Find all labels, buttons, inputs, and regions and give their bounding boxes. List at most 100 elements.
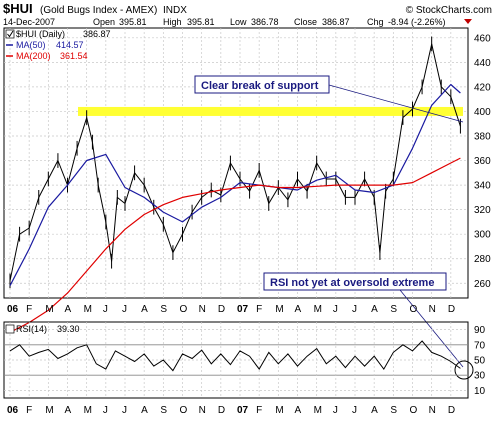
high-value: 395.81 bbox=[187, 17, 215, 27]
close-label: Close bbox=[294, 17, 317, 27]
price-legend: $HUI (Daily) 386.87 MA(50) 414.57 MA(200… bbox=[5, 29, 111, 61]
month-tick-label: J bbox=[122, 405, 127, 416]
price-y-ticks: 260 280 300 320 340 360 380 400 420 440 460 bbox=[474, 33, 491, 289]
price-grid bbox=[4, 28, 468, 298]
month-tick-label: 06 bbox=[7, 405, 19, 416]
month-tick-label: M bbox=[84, 405, 92, 416]
price-y-tick-label: 400 bbox=[474, 107, 491, 118]
series-line-2 bbox=[9, 157, 461, 333]
month-tick-label: A bbox=[371, 405, 378, 416]
rsi-line bbox=[9, 340, 461, 372]
rsi-checkbox-icon bbox=[5, 324, 15, 334]
chg-label: Chg bbox=[367, 17, 384, 27]
rsi-annotation: RSI not yet at oversold extreme bbox=[270, 277, 434, 289]
chg-value: -8.94 (-2.26%) bbox=[388, 17, 446, 27]
legend-ma200: MA(200) bbox=[16, 51, 51, 61]
copyright: © StockCharts.com bbox=[406, 5, 492, 16]
rsi-y-tick-label: 90 bbox=[474, 325, 486, 336]
exchange-label: INDX bbox=[163, 5, 187, 16]
checkbox-icon bbox=[5, 29, 15, 39]
price-y-tick-label: 380 bbox=[474, 132, 491, 143]
rsi-y-tick-label: 10 bbox=[474, 386, 486, 397]
month-tick-label: A bbox=[65, 304, 72, 315]
month-tick-label: M bbox=[275, 405, 283, 416]
month-tick-label: S bbox=[160, 405, 167, 416]
legend-rsi-value: 39.30 bbox=[57, 324, 80, 334]
price-series-group bbox=[9, 36, 461, 333]
support-band bbox=[78, 106, 463, 116]
down-arrow-icon bbox=[464, 19, 472, 24]
month-tick-label: M bbox=[84, 304, 92, 315]
price-y-tick-label: 320 bbox=[474, 205, 491, 216]
price-y-tick-label: 260 bbox=[474, 279, 491, 290]
month-tick-label: A bbox=[141, 304, 148, 315]
rsi-pointer bbox=[399, 289, 464, 368]
month-tick-label: M bbox=[45, 304, 53, 315]
month-tick-label: M bbox=[314, 304, 322, 315]
high-label: High bbox=[163, 17, 182, 27]
legend-rsi: RSI(14) bbox=[16, 324, 47, 334]
month-tick-label: O bbox=[410, 405, 418, 416]
month-tick-label: D bbox=[448, 304, 455, 315]
month-tick-label: N bbox=[199, 304, 206, 315]
month-tick-label: O bbox=[410, 304, 418, 315]
price-y-tick-label: 440 bbox=[474, 58, 491, 69]
rsi-x-ticks: 06 F M A M J J A S O N D 07 F M A M J J A S O N D bbox=[7, 405, 455, 416]
price-panel-frame bbox=[3, 27, 469, 299]
month-tick-label: D bbox=[218, 304, 225, 315]
month-tick-label: O bbox=[180, 304, 188, 315]
month-tick-label: 06 bbox=[7, 304, 19, 315]
support-annotation: Clear break of support bbox=[201, 80, 319, 92]
month-tick-label: A bbox=[65, 405, 72, 416]
month-tick-label: J bbox=[352, 405, 357, 416]
price-y-tick-label: 340 bbox=[474, 181, 491, 192]
rsi-highlight-circle bbox=[454, 360, 474, 380]
month-tick-label: J bbox=[122, 304, 127, 315]
month-tick-label: A bbox=[141, 405, 148, 416]
close-value: 386.87 bbox=[322, 17, 350, 27]
price-y-tick-label: 300 bbox=[474, 230, 491, 241]
month-tick-label: 07 bbox=[237, 304, 249, 315]
legend-price-value: 386.87 bbox=[83, 29, 111, 39]
support-pointer bbox=[328, 84, 464, 123]
month-tick-label: N bbox=[429, 304, 436, 315]
low-value: 386.78 bbox=[251, 17, 279, 27]
open-value: 395.81 bbox=[119, 17, 147, 27]
month-tick-label: F bbox=[26, 304, 32, 315]
month-tick-label: J bbox=[103, 405, 108, 416]
legend-ma50: MA(50) bbox=[16, 40, 46, 50]
index-name: (Gold Bugs Index - AMEX) bbox=[40, 5, 157, 16]
rsi-y-tick-label: 50 bbox=[474, 356, 486, 367]
legend-ma200-value: 361.54 bbox=[60, 51, 88, 61]
month-tick-label: A bbox=[295, 405, 302, 416]
month-tick-label: M bbox=[45, 405, 53, 416]
month-tick-label: S bbox=[390, 304, 397, 315]
month-tick-label: F bbox=[256, 304, 262, 315]
month-tick-label: D bbox=[218, 405, 225, 416]
month-tick-label: A bbox=[295, 304, 302, 315]
rsi-y-tick-label: 70 bbox=[474, 340, 486, 351]
month-tick-label: O bbox=[180, 405, 188, 416]
month-tick-label: N bbox=[199, 405, 206, 416]
legend-price: $HUI (Daily) bbox=[16, 29, 65, 39]
price-y-tick-label: 420 bbox=[474, 82, 491, 93]
month-tick-label: S bbox=[390, 405, 397, 416]
price-y-tick-label: 280 bbox=[474, 254, 491, 265]
month-tick-label: J bbox=[333, 405, 338, 416]
month-tick-label: F bbox=[26, 405, 32, 416]
low-label: Low bbox=[230, 17, 247, 27]
rsi-annotation-box bbox=[263, 272, 447, 291]
price-x-ticks: 06 F M A M J J A S O N D 07 F M A M J J A S O N D bbox=[7, 304, 455, 315]
legend-ma50-value: 414.57 bbox=[56, 40, 84, 50]
symbol-title: $HUI bbox=[3, 1, 33, 16]
month-tick-label: 07 bbox=[237, 405, 249, 416]
month-tick-label: M bbox=[275, 304, 283, 315]
month-tick-label: N bbox=[429, 405, 436, 416]
price-y-tick-label: 360 bbox=[474, 156, 491, 167]
month-tick-label: F bbox=[256, 405, 262, 416]
month-tick-label: J bbox=[333, 304, 338, 315]
open-label: Open bbox=[93, 17, 115, 27]
check-icon bbox=[7, 30, 14, 38]
quote-date: 14-Dec-2007 bbox=[3, 17, 55, 27]
